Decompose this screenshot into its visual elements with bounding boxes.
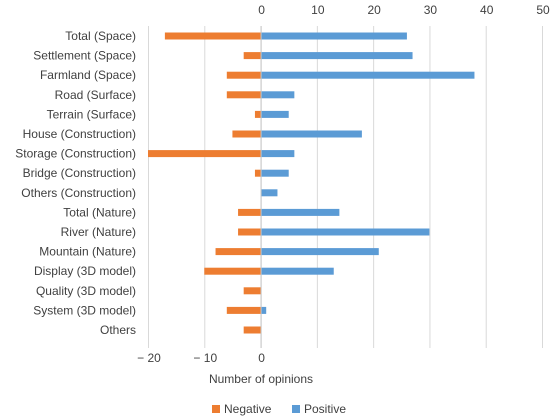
bars (148, 32, 475, 334)
bar-positive (261, 130, 362, 138)
bar-negative (254, 169, 261, 177)
legend-positive-label: Positive (304, 402, 346, 416)
bar-positive (261, 169, 289, 177)
category-labels: Total (Space) Settlement (Space) Farmland … (15, 29, 136, 337)
top-tick-label: 40 (480, 3, 494, 17)
bar-negative (232, 130, 261, 138)
category-label: Quality (3D model) (36, 284, 136, 298)
bar-positive (261, 208, 340, 216)
legend-negative-swatch (212, 405, 220, 413)
legend-negative-label: Negative (224, 402, 272, 416)
category-label: Farmland (Space) (40, 68, 136, 82)
category-label: House (Construction) (23, 127, 136, 141)
legend-positive-swatch (292, 405, 300, 413)
bottom-tick-label: − 10 (193, 351, 217, 365)
bar-negative (238, 228, 261, 236)
bar-positive (261, 228, 430, 236)
x-axis-title: Number of opinions (209, 372, 313, 386)
tick-labels: 0 10 20 30 40 50 − 20 − 10 0 (137, 3, 550, 365)
category-label: Settlement (Space) (33, 49, 136, 63)
top-tick-label: 30 (424, 3, 438, 17)
bar-negative (226, 306, 261, 314)
category-label: System (3D model) (33, 303, 136, 317)
bar-positive (261, 52, 413, 60)
category-label: Total (Space) (65, 29, 136, 43)
bar-positive (261, 189, 278, 197)
category-label: Total (Nature) (63, 205, 136, 219)
top-tick-label: 10 (311, 3, 325, 17)
bar-positive (261, 267, 334, 275)
bar-positive (261, 71, 475, 79)
bottom-tick-label: 0 (258, 351, 265, 365)
top-tick-label: 0 (258, 3, 265, 17)
top-tick-label: 20 (367, 3, 381, 17)
bar-negative (243, 287, 261, 295)
category-label: Mountain (Nature) (39, 245, 136, 259)
category-label: Bridge (Construction) (23, 166, 136, 180)
bar-negative (243, 326, 261, 334)
bar-negative (238, 208, 261, 216)
category-label: Others (Construction) (21, 186, 136, 200)
category-label: Road (Surface) (55, 88, 136, 102)
bar-negative (148, 150, 261, 158)
bar-negative (254, 110, 261, 118)
bar-negative (164, 32, 261, 40)
top-tick-label: 50 (536, 3, 550, 17)
bar-positive (261, 110, 289, 118)
bar-positive (261, 306, 267, 314)
category-label: Others (100, 323, 136, 337)
bar-negative (204, 267, 261, 275)
legend: Negative Positive (212, 402, 346, 416)
bar-negative (215, 248, 261, 256)
bar-positive (261, 150, 295, 158)
bottom-tick-label: − 20 (137, 351, 161, 365)
bar-positive (261, 91, 295, 99)
category-label: River (Nature) (61, 225, 136, 239)
category-label: Terrain (Surface) (47, 107, 136, 121)
bar-positive (261, 248, 379, 256)
bar-negative (226, 71, 261, 79)
bar-negative (226, 91, 261, 99)
bar-positive (261, 32, 407, 40)
gridlines (148, 26, 543, 348)
bar-negative (243, 52, 261, 60)
category-label: Display (3D model) (34, 264, 136, 278)
category-label: Storage (Construction) (15, 147, 136, 161)
